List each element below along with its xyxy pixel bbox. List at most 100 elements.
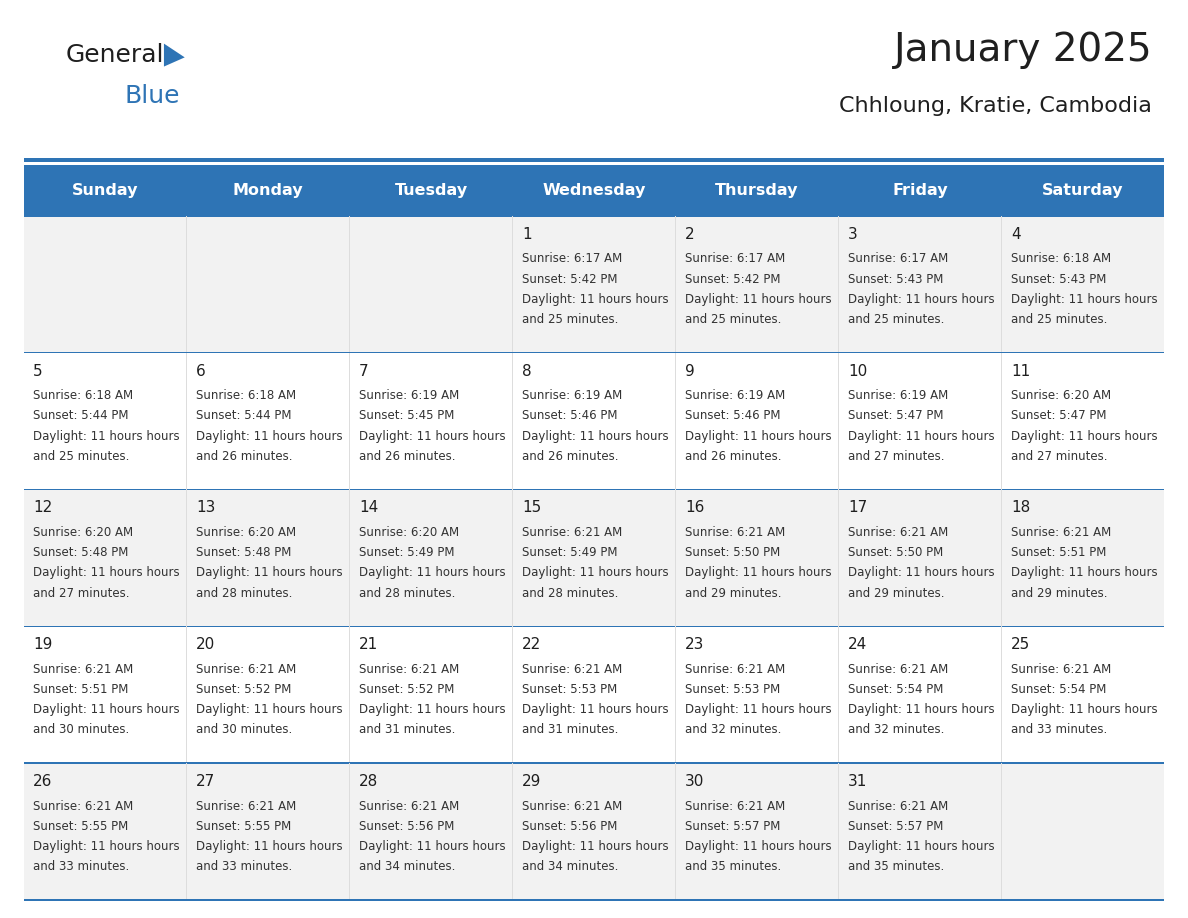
Text: Sunset: 5:42 PM: Sunset: 5:42 PM [685, 273, 781, 285]
Text: Sunset: 5:54 PM: Sunset: 5:54 PM [1011, 683, 1106, 696]
Text: and 27 minutes.: and 27 minutes. [848, 450, 944, 463]
Text: Daylight: 11 hours hours: Daylight: 11 hours hours [848, 840, 994, 853]
Text: Daylight: 11 hours hours: Daylight: 11 hours hours [33, 430, 179, 442]
Text: Daylight: 11 hours hours: Daylight: 11 hours hours [196, 840, 343, 853]
Text: 13: 13 [196, 500, 215, 515]
Text: 4: 4 [1011, 227, 1020, 241]
Text: Sunrise: 6:21 AM: Sunrise: 6:21 AM [33, 800, 133, 812]
Text: Sunset: 5:57 PM: Sunset: 5:57 PM [685, 820, 781, 833]
Text: and 35 minutes.: and 35 minutes. [685, 860, 782, 873]
Text: Sunrise: 6:19 AM: Sunrise: 6:19 AM [685, 389, 785, 402]
Text: 24: 24 [848, 637, 867, 652]
Text: Sunrise: 6:21 AM: Sunrise: 6:21 AM [685, 800, 785, 812]
Text: 27: 27 [196, 774, 215, 789]
Text: Sunset: 5:51 PM: Sunset: 5:51 PM [33, 683, 128, 696]
Text: and 33 minutes.: and 33 minutes. [33, 860, 129, 873]
Text: Sunset: 5:53 PM: Sunset: 5:53 PM [522, 683, 618, 696]
Text: Sunset: 5:42 PM: Sunset: 5:42 PM [522, 273, 618, 285]
Text: Sunset: 5:55 PM: Sunset: 5:55 PM [33, 820, 128, 833]
Text: Daylight: 11 hours hours: Daylight: 11 hours hours [848, 566, 994, 579]
Text: Sunday: Sunday [72, 183, 139, 198]
Text: 30: 30 [685, 774, 704, 789]
Text: Saturday: Saturday [1042, 183, 1124, 198]
Text: January 2025: January 2025 [893, 31, 1152, 70]
Text: Daylight: 11 hours hours: Daylight: 11 hours hours [196, 430, 343, 442]
Text: Sunrise: 6:21 AM: Sunrise: 6:21 AM [33, 663, 133, 676]
Text: 8: 8 [522, 364, 532, 378]
Text: and 31 minutes.: and 31 minutes. [359, 723, 455, 736]
Text: Sunrise: 6:21 AM: Sunrise: 6:21 AM [685, 663, 785, 676]
Text: and 32 minutes.: and 32 minutes. [848, 723, 944, 736]
Text: Daylight: 11 hours hours: Daylight: 11 hours hours [848, 430, 994, 442]
Text: Daylight: 11 hours hours: Daylight: 11 hours hours [359, 703, 506, 716]
Text: and 35 minutes.: and 35 minutes. [848, 860, 944, 873]
Text: and 28 minutes.: and 28 minutes. [359, 587, 455, 599]
Text: Sunset: 5:49 PM: Sunset: 5:49 PM [522, 546, 618, 559]
Text: and 29 minutes.: and 29 minutes. [1011, 587, 1107, 599]
Text: Sunset: 5:56 PM: Sunset: 5:56 PM [359, 820, 455, 833]
Text: and 26 minutes.: and 26 minutes. [522, 450, 619, 463]
Text: and 28 minutes.: and 28 minutes. [522, 587, 619, 599]
Text: Sunrise: 6:17 AM: Sunrise: 6:17 AM [522, 252, 623, 265]
Text: Daylight: 11 hours hours: Daylight: 11 hours hours [359, 840, 506, 853]
Text: and 31 minutes.: and 31 minutes. [522, 723, 619, 736]
Text: and 25 minutes.: and 25 minutes. [1011, 313, 1107, 326]
Text: Wednesday: Wednesday [542, 183, 646, 198]
Text: Sunset: 5:57 PM: Sunset: 5:57 PM [848, 820, 943, 833]
Text: Sunrise: 6:17 AM: Sunrise: 6:17 AM [685, 252, 785, 265]
Text: 19: 19 [33, 637, 52, 652]
Text: Daylight: 11 hours hours: Daylight: 11 hours hours [33, 703, 179, 716]
Text: Daylight: 11 hours hours: Daylight: 11 hours hours [685, 566, 832, 579]
Text: Monday: Monday [233, 183, 303, 198]
Text: Sunrise: 6:20 AM: Sunrise: 6:20 AM [1011, 389, 1111, 402]
Text: Sunrise: 6:19 AM: Sunrise: 6:19 AM [522, 389, 623, 402]
Text: Daylight: 11 hours hours: Daylight: 11 hours hours [33, 840, 179, 853]
Text: Sunrise: 6:18 AM: Sunrise: 6:18 AM [196, 389, 296, 402]
Text: Sunset: 5:48 PM: Sunset: 5:48 PM [33, 546, 128, 559]
Text: Daylight: 11 hours hours: Daylight: 11 hours hours [1011, 566, 1157, 579]
Text: Sunrise: 6:21 AM: Sunrise: 6:21 AM [1011, 663, 1111, 676]
Text: Sunrise: 6:20 AM: Sunrise: 6:20 AM [359, 526, 460, 539]
Text: Friday: Friday [892, 183, 948, 198]
Text: Sunrise: 6:21 AM: Sunrise: 6:21 AM [848, 526, 948, 539]
Text: and 29 minutes.: and 29 minutes. [685, 587, 782, 599]
Text: Daylight: 11 hours hours: Daylight: 11 hours hours [522, 840, 669, 853]
Text: Sunrise: 6:19 AM: Sunrise: 6:19 AM [848, 389, 948, 402]
Text: Sunrise: 6:21 AM: Sunrise: 6:21 AM [522, 800, 623, 812]
Text: Sunset: 5:47 PM: Sunset: 5:47 PM [848, 409, 943, 422]
Text: Sunrise: 6:19 AM: Sunrise: 6:19 AM [359, 389, 460, 402]
Text: Sunset: 5:44 PM: Sunset: 5:44 PM [33, 409, 128, 422]
Text: and 30 minutes.: and 30 minutes. [33, 723, 129, 736]
Text: Sunrise: 6:17 AM: Sunrise: 6:17 AM [848, 252, 948, 265]
Text: Daylight: 11 hours hours: Daylight: 11 hours hours [685, 430, 832, 442]
Text: Sunset: 5:43 PM: Sunset: 5:43 PM [848, 273, 943, 285]
Text: and 25 minutes.: and 25 minutes. [685, 313, 782, 326]
Text: Sunset: 5:51 PM: Sunset: 5:51 PM [1011, 546, 1106, 559]
Text: Sunrise: 6:21 AM: Sunrise: 6:21 AM [359, 663, 460, 676]
Text: Daylight: 11 hours hours: Daylight: 11 hours hours [522, 703, 669, 716]
Text: Sunrise: 6:20 AM: Sunrise: 6:20 AM [196, 526, 296, 539]
Text: 25: 25 [1011, 637, 1030, 652]
Text: 21: 21 [359, 637, 378, 652]
Text: 5: 5 [33, 364, 43, 378]
Text: Daylight: 11 hours hours: Daylight: 11 hours hours [848, 703, 994, 716]
Text: and 29 minutes.: and 29 minutes. [848, 587, 944, 599]
Text: Sunset: 5:53 PM: Sunset: 5:53 PM [685, 683, 781, 696]
Text: and 26 minutes.: and 26 minutes. [196, 450, 292, 463]
Text: Sunrise: 6:18 AM: Sunrise: 6:18 AM [1011, 252, 1111, 265]
Text: 15: 15 [522, 500, 542, 515]
Text: 11: 11 [1011, 364, 1030, 378]
Text: Sunrise: 6:21 AM: Sunrise: 6:21 AM [848, 663, 948, 676]
Text: Sunset: 5:47 PM: Sunset: 5:47 PM [1011, 409, 1106, 422]
Text: 3: 3 [848, 227, 858, 241]
Text: Sunrise: 6:21 AM: Sunrise: 6:21 AM [196, 663, 297, 676]
Text: Daylight: 11 hours hours: Daylight: 11 hours hours [359, 566, 506, 579]
Text: Daylight: 11 hours hours: Daylight: 11 hours hours [1011, 703, 1157, 716]
Text: 18: 18 [1011, 500, 1030, 515]
Text: and 30 minutes.: and 30 minutes. [196, 723, 292, 736]
Text: and 27 minutes.: and 27 minutes. [1011, 450, 1107, 463]
Text: Blue: Blue [125, 84, 181, 108]
Text: Daylight: 11 hours hours: Daylight: 11 hours hours [196, 566, 343, 579]
Text: 29: 29 [522, 774, 542, 789]
Text: 23: 23 [685, 637, 704, 652]
